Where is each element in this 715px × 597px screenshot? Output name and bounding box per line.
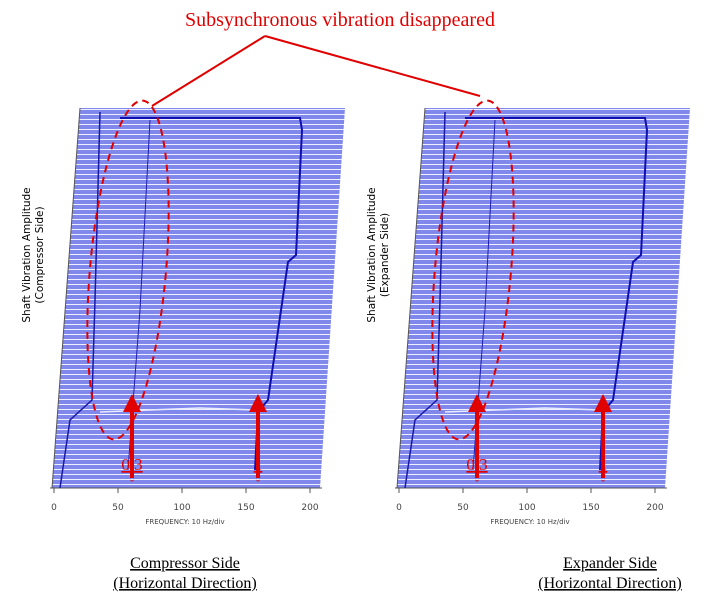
caption: (Horizontal Direction): [113, 575, 257, 592]
x-tick-label: 150: [582, 503, 599, 513]
arrow-head: [249, 394, 267, 412]
order-marker: 0.3: [466, 455, 487, 474]
trace: [59, 111, 101, 489]
marker-tick: ˇ: [130, 477, 134, 491]
caption: Expander Side: [563, 555, 657, 572]
order-marker: 0.3: [121, 455, 142, 474]
x-tick-label: 100: [173, 503, 190, 513]
y-axis: [396, 107, 426, 489]
caption: Compressor Side: [130, 555, 240, 572]
x-tick-label: 200: [646, 503, 663, 513]
arrow-head: [123, 394, 141, 412]
y-axis-label-line: Shaft Vibration Amplitude: [366, 187, 378, 322]
y-axis-label-line: (Compressor Side): [34, 206, 46, 303]
plot-area: [52, 108, 345, 488]
order-marker: 1: [599, 455, 608, 474]
x-tick-label: 100: [518, 503, 535, 513]
x-axis-label: FREQUENCY: 10 Hz/div: [490, 518, 569, 526]
x-tick-label: 0: [51, 503, 57, 513]
x-tick-label: 150: [237, 503, 254, 513]
pointer-line: [264, 35, 481, 97]
pointer-line: [151, 35, 266, 107]
plot-area: [397, 108, 690, 488]
marker-tick: ˇ: [475, 477, 479, 491]
arrow-head: [594, 394, 612, 412]
highlight-ellipse: [431, 99, 515, 441]
y-axis-label-line: Shaft Vibration Amplitude: [21, 187, 33, 322]
y-axis-label: Shaft Vibration Amplitude(Expander Side): [366, 187, 391, 322]
y-axis: [51, 107, 81, 489]
marker-tick: ˇ: [601, 477, 605, 491]
y-axis-label: Shaft Vibration Amplitude(Compressor Sid…: [21, 187, 46, 322]
waterfall-panel: 0.3 ˇ 1 ˇ 0 50 100 150 200 FREQUENCY: 10 Hz/div Sh…: [366, 99, 690, 592]
trace: [404, 111, 446, 489]
arrow-head: [468, 394, 486, 412]
annotation: Subsynchronous vibration disappeared: [185, 9, 495, 31]
marker-tick: ˇ: [256, 477, 260, 491]
y-axis-label-line: (Expander Side): [379, 213, 391, 297]
caption: (Horizontal Direction): [538, 575, 682, 592]
x-tick-label: 50: [457, 503, 469, 513]
x-tick-label: 50: [112, 503, 124, 513]
x-axis-label: FREQUENCY: 10 Hz/div: [145, 518, 224, 526]
x-tick-label: 0: [396, 503, 402, 513]
order-marker: 1: [254, 455, 263, 474]
highlight-ellipse: [86, 99, 170, 441]
waterfall-panel: 0.3 ˇ 1 ˇ 0 50 100 150 200 FREQUENCY: 10 Hz/div Sh…: [21, 99, 345, 592]
x-tick-label: 200: [301, 503, 318, 513]
